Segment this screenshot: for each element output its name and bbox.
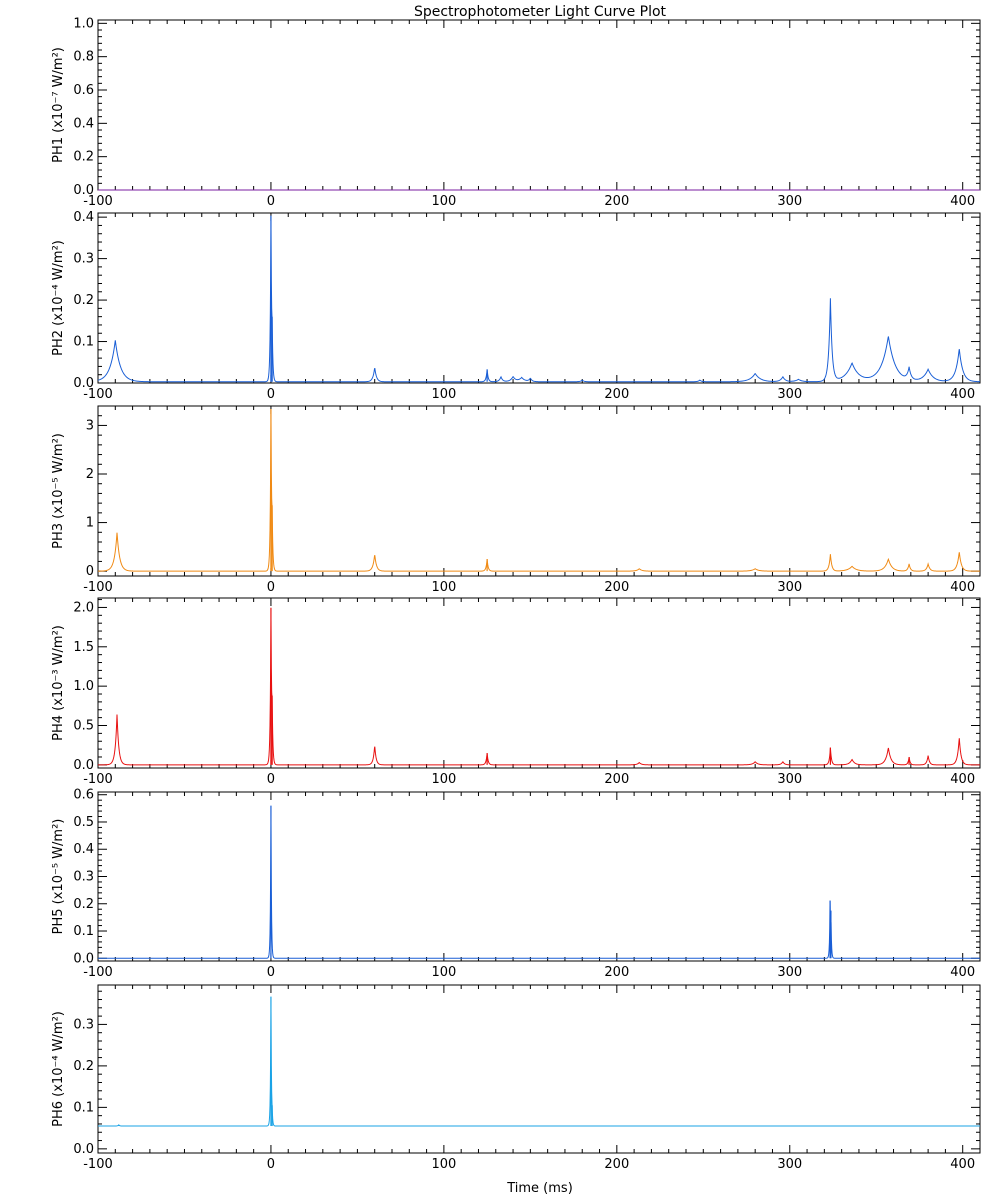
y-axis-label: PH3 (x10⁻⁵ W/m²) [51, 433, 66, 549]
y-tick-label: 0.5 [73, 719, 94, 734]
plot-frame [97, 791, 981, 962]
x-tick-label: 400 [950, 1157, 975, 1172]
x-tick-label: 0 [267, 965, 275, 980]
x-axis-label: Time (ms) [506, 1181, 573, 1196]
x-tick-label: 400 [950, 194, 975, 209]
y-tick-label: 0.3 [73, 870, 94, 885]
y-tick-label: 1.0 [73, 679, 94, 694]
x-tick-label: 300 [777, 387, 802, 402]
x-tick-label: 200 [604, 772, 629, 787]
y-tick-label: 0.2 [73, 897, 94, 912]
x-tick-label: 0 [267, 772, 275, 787]
y-tick-label: 0.2 [73, 1059, 94, 1074]
panel-ph5: -100 0 100 200 300 400 0.0 0.1 0.2 0.3 0.4 0.5 0.6 PH… [51, 788, 981, 980]
x-tick-label: 0 [267, 1157, 275, 1172]
y-tick-label: 2 [86, 467, 94, 482]
y-tick-label: 0.8 [73, 50, 94, 65]
plot-frame [97, 19, 981, 191]
x-tick-label: 200 [604, 580, 629, 595]
y-axis-label: PH2 (x10⁻⁴ W/m²) [51, 240, 66, 356]
y-tick-label: 0.2 [73, 150, 94, 165]
series-line-ph4 [98, 620, 980, 766]
x-tick-label: -100 [83, 580, 113, 595]
x-tick-label: 400 [950, 387, 975, 402]
chart-title: Spectrophotometer Light Curve Plot [414, 4, 667, 20]
x-tick-label: 200 [604, 387, 629, 402]
y-tick-label: 0.0 [73, 758, 94, 773]
panel-ph1: -100 0 100 200 300 400 0.0 0.2 0.4 0.6 0.8 1.0 PH1 (… [51, 16, 981, 209]
y-tick-label: 3 [86, 418, 94, 433]
y-tick-label: 0.6 [73, 83, 94, 98]
x-tick-label: 400 [950, 965, 975, 980]
y-tick-label: 0.2 [73, 293, 94, 308]
y-axis-label: PH5 (x10⁻⁵ W/m²) [51, 819, 66, 935]
series-line-ph3 [97, 422, 980, 572]
y-tick-label: 0 [86, 564, 94, 579]
y-axis-label: PH6 (x10⁻⁴ W/m²) [51, 1011, 66, 1127]
plot-frame [97, 405, 981, 577]
y-tick-label: 0.0 [73, 376, 94, 391]
y-tick-label: 0.1 [73, 335, 94, 350]
y-tick-label: 0.0 [73, 1142, 94, 1157]
x-tick-label: 0 [267, 387, 275, 402]
x-tick-label: 400 [950, 580, 975, 595]
y-tick-label: 0.6 [73, 788, 94, 803]
x-tick-label: 300 [777, 194, 802, 209]
x-tick-label: 100 [431, 1157, 456, 1172]
y-tick-label: 0.4 [73, 116, 94, 131]
y-tick-label: 0.1 [73, 1100, 94, 1115]
x-tick-label: 0 [267, 194, 275, 209]
x-tick-label: 100 [431, 387, 456, 402]
series-line-ph2 [97, 229, 981, 383]
x-tick-label: 300 [777, 772, 802, 787]
y-tick-label: 1 [86, 516, 94, 531]
y-tick-label: 1.0 [73, 16, 94, 31]
x-tick-label: 100 [431, 580, 456, 595]
y-tick-label: 2.0 [73, 600, 94, 615]
plot-frame [97, 984, 981, 1154]
x-tick-label: -100 [83, 194, 113, 209]
y-tick-label: 1.5 [73, 640, 94, 655]
y-tick-label: 0.0 [73, 951, 94, 966]
x-tick-label: 200 [604, 1157, 629, 1172]
panel-ph2: -100 0 100 200 300 400 0.0 0.1 0.2 0.3 0.4 PH2 (x10… [51, 210, 981, 402]
x-tick-label: -100 [83, 772, 113, 787]
x-tick-label: 100 [431, 194, 456, 209]
y-tick-label: 0.3 [73, 1017, 94, 1032]
series-line-ph6 [98, 1011, 980, 1127]
plot-frame [97, 212, 981, 384]
x-tick-label: 200 [604, 965, 629, 980]
y-tick-label: 0.4 [73, 842, 94, 857]
panel-ph4: -100 0 100 200 300 400 0.0 0.5 1.0 1.5 2.0 PH4 (x10… [51, 597, 981, 787]
x-tick-label: -100 [83, 965, 113, 980]
x-tick-label: -100 [83, 387, 113, 402]
x-tick-label: 300 [777, 965, 802, 980]
x-tick-label: 0 [267, 580, 275, 595]
y-axis-label: PH4 (x10⁻³ W/m²) [51, 625, 66, 741]
y-tick-label: 0.4 [73, 210, 94, 225]
panel-ph6: -100 0 100 200 300 400 0.0 0.1 0.2 0.3 PH6 (x10⁻⁴ … [51, 984, 981, 1172]
y-tick-label: 0.1 [73, 924, 94, 939]
x-tick-label: 100 [431, 965, 456, 980]
x-tick-label: 400 [950, 772, 975, 787]
y-tick-label: 0.0 [73, 183, 94, 198]
x-tick-label: 300 [777, 580, 802, 595]
y-axis-label: PH1 (x10⁻⁷ W/m²) [51, 47, 66, 163]
x-tick-label: 100 [431, 772, 456, 787]
x-tick-label: 300 [777, 1157, 802, 1172]
plot-frame [97, 597, 981, 769]
y-tick-label: 0.5 [73, 815, 94, 830]
series-line-ph5 [98, 823, 980, 959]
x-tick-label: 200 [604, 194, 629, 209]
x-tick-label: -100 [83, 1157, 113, 1172]
y-tick-label: 0.3 [73, 252, 94, 267]
